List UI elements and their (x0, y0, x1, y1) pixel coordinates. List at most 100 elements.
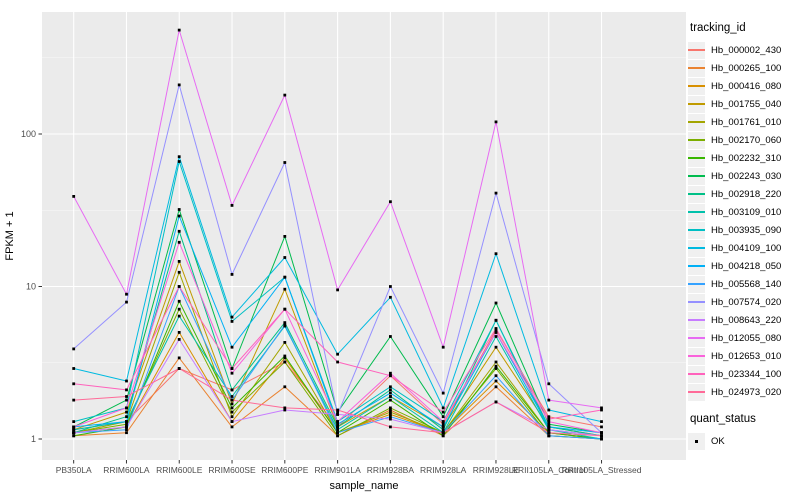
data-point (600, 408, 603, 412)
data-point (600, 431, 603, 435)
legend-item: Hb_004109_100 (688, 239, 798, 257)
legend-key-swatch (688, 203, 705, 221)
data-point (177, 307, 181, 311)
legend-label: Hb_004218_050 (711, 260, 782, 272)
data-point (230, 406, 234, 410)
legend-item: Hb_003109_010 (688, 203, 798, 221)
legend-key-swatch (688, 347, 705, 365)
black-square-point-icon (695, 439, 699, 443)
data-point (494, 331, 498, 334)
data-point (336, 422, 339, 426)
legend-item: Hb_003935_090 (688, 221, 798, 239)
legend-key-line-icon (688, 355, 705, 357)
data-point (125, 300, 128, 304)
data-point (125, 292, 128, 296)
data-point (283, 307, 287, 311)
legend-label: Hb_002243_030 (711, 170, 782, 182)
data-point (547, 428, 551, 432)
data-point (441, 434, 445, 438)
legend-label: Hb_024973_020 (711, 386, 782, 398)
legend-key-line-icon (688, 139, 705, 141)
data-point (125, 431, 128, 435)
data-point (125, 395, 128, 398)
data-point (177, 28, 181, 32)
legend-label: Hb_012653_010 (711, 350, 782, 362)
data-point (72, 195, 76, 198)
data-point (389, 295, 392, 299)
legend-item: Hb_012055_080 (688, 329, 798, 347)
x-tick-label: PB350LA (56, 465, 92, 475)
legend-key-line-icon (688, 175, 705, 177)
data-point (336, 425, 339, 429)
legend-item: Hb_004218_050 (688, 257, 798, 275)
legend-item: Hb_000416_080 (688, 77, 798, 95)
data-point (494, 318, 498, 322)
data-point (494, 327, 498, 330)
legend-key-line-icon (688, 319, 705, 321)
legend-key-swatch (688, 329, 705, 347)
data-point (177, 299, 181, 303)
data-point (547, 425, 551, 429)
data-point (283, 354, 287, 358)
data-point (600, 434, 603, 438)
legend-item: Hb_001755_040 (688, 95, 798, 113)
legend-item: Hb_024973_020 (688, 383, 798, 401)
x-tick-label: RRIM600SE (208, 465, 256, 475)
legend-label: Hb_003109_010 (711, 206, 782, 218)
data-point (441, 410, 445, 414)
data-point (177, 208, 181, 211)
legend-key-swatch (688, 383, 705, 401)
data-point (230, 315, 234, 319)
data-point (72, 428, 76, 432)
x-tick-label: RRIM600LA (103, 465, 150, 475)
data-point (441, 415, 445, 419)
legend-label: Hb_002918_220 (711, 188, 782, 200)
data-point (177, 270, 181, 274)
legend-key-swatch (688, 311, 705, 329)
data-point (230, 367, 234, 370)
legend-item: Hb_001761_010 (688, 113, 798, 131)
data-point (230, 420, 234, 423)
data-point (125, 388, 128, 392)
data-point (125, 415, 128, 419)
data-point (389, 413, 392, 416)
data-point (72, 425, 76, 429)
data-point (230, 371, 234, 375)
data-point (336, 288, 339, 292)
data-point (441, 422, 445, 426)
data-point (389, 408, 392, 412)
data-point (494, 191, 498, 195)
data-point (230, 415, 234, 419)
data-point (177, 155, 181, 159)
legend-key-swatch (688, 95, 705, 113)
legend-label: Hb_000416_080 (711, 80, 782, 92)
legend-key-line-icon (688, 193, 705, 195)
data-point (230, 345, 234, 349)
data-point (389, 200, 392, 204)
legend-key-line-icon (688, 265, 705, 267)
quant-ok-key-swatch (688, 432, 705, 450)
data-point (441, 420, 445, 423)
legend-key-swatch (688, 275, 705, 293)
data-point (336, 360, 339, 364)
data-point (494, 400, 498, 404)
data-point (283, 385, 287, 389)
legend-label: Hb_002170_060 (711, 134, 782, 146)
legend-item: Hb_023344_100 (688, 365, 798, 383)
data-point (125, 422, 128, 426)
data-point (336, 352, 339, 356)
data-point (389, 410, 392, 414)
data-point (389, 417, 392, 421)
data-point (72, 434, 76, 438)
data-point (441, 406, 445, 410)
data-point (230, 425, 234, 429)
data-point (547, 415, 551, 419)
data-point (177, 160, 181, 163)
chart-legend: tracking_id Hb_000002_430 Hb_000265_100 Hb… (688, 22, 798, 450)
legend-key-line-icon (688, 85, 705, 87)
legend-label: Hb_001755_040 (711, 98, 782, 110)
legend-label: OK (711, 435, 725, 447)
data-point (125, 420, 128, 423)
data-point (494, 379, 498, 383)
legend-key-line-icon (688, 157, 705, 159)
